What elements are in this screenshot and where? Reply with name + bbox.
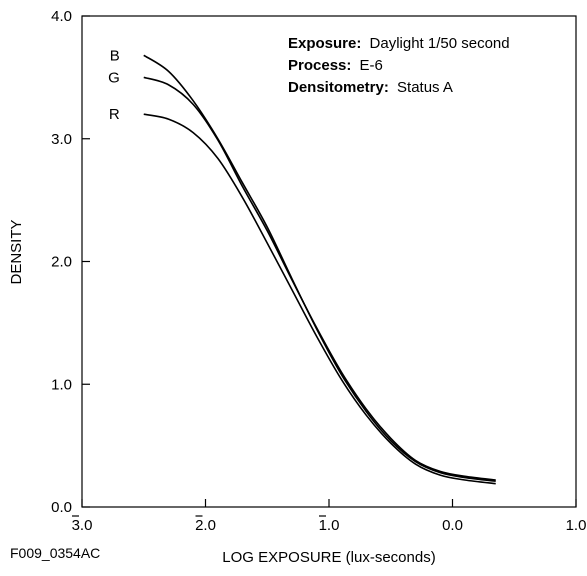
x-tick-integer: 1: [319, 517, 327, 534]
x-tick-decimal: .0: [80, 517, 93, 534]
exposure-line: Exposure: Daylight 1/50 second: [288, 35, 510, 52]
x-tick-decimal: .0: [327, 517, 340, 534]
x-tick-label: 2.0: [195, 517, 216, 534]
y-tick-label: 0.0: [51, 499, 72, 516]
x-tick-integer: 2: [195, 517, 203, 534]
x-tick-integer: 3: [72, 517, 80, 534]
exposure-value: Daylight 1/50 second: [370, 35, 510, 52]
y-tick-label: 1.0: [51, 376, 72, 393]
process-label: Process:: [288, 57, 351, 74]
x-tick-label: 3.0: [72, 517, 93, 534]
x-tick-label: 1.0: [566, 517, 587, 534]
x-tick-integer: 0: [442, 517, 450, 534]
curve-g: [143, 76, 496, 481]
series-labels-layer: BG R: [108, 47, 120, 123]
curve-r: [143, 113, 496, 485]
x-tick-decimal: .0: [574, 517, 587, 534]
exposure-label: Exposure:: [288, 35, 361, 52]
x-tick-decimal: .0: [450, 517, 463, 534]
series-label-g: G: [108, 69, 120, 86]
process-line: Process: E-6: [288, 57, 383, 74]
y-tick-label: 4.0: [51, 8, 72, 25]
y-tick-label: 3.0: [51, 131, 72, 148]
figure-code: F009_0354AC: [10, 545, 100, 561]
x-tick-decimal: .0: [203, 517, 216, 534]
x-axis-title: LOG EXPOSURE (lux-seconds): [222, 549, 435, 566]
densitometry-line: Densitometry: Status A: [288, 79, 453, 96]
y-axis-title: DENSITY: [8, 219, 25, 284]
y-tick-label: 2.0: [51, 254, 72, 271]
x-tick-label: 0.0: [442, 517, 463, 534]
curve-b: [143, 54, 496, 483]
series-label-r: R: [109, 106, 120, 123]
densitometry-label: Densitometry:: [288, 79, 389, 96]
ticks-layer: 0.01.02.03.04.03.0 2.0 1.0 0.0 1.0: [51, 8, 586, 534]
series-layer: [143, 54, 496, 485]
series-label-b: B: [110, 47, 120, 64]
densitometry-value: Status A: [397, 79, 453, 96]
x-tick-integer: 1: [566, 517, 574, 534]
process-value: E-6: [360, 57, 383, 74]
x-tick-label: 1.0: [319, 517, 340, 534]
